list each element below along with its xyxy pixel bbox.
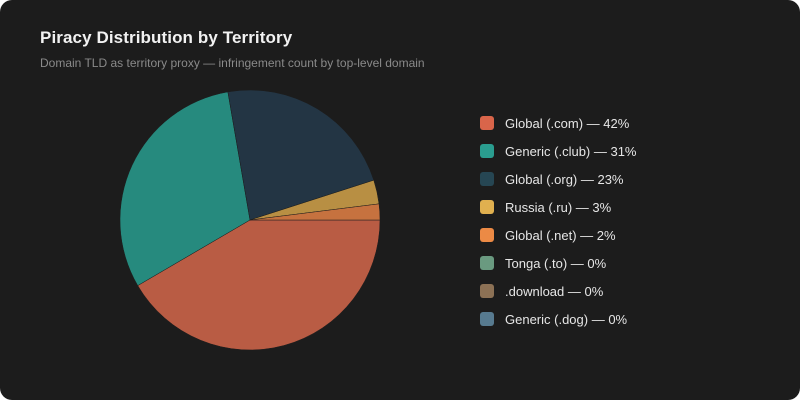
legend-item: Generic (.club) — 31% [480,137,637,165]
chart-title: Piracy Distribution by Territory [40,28,293,47]
legend-label: Global (.com) — 42% [505,115,630,131]
legend-item: Global (.com) — 42% [480,109,637,137]
legend-label: Global (.org) — 23% [505,171,624,187]
legend-item: Global (.net) — 2% [480,221,637,249]
pie-slice-global-org [227,89,375,221]
legend-swatch-icon [480,228,494,242]
legend-label: Generic (.club) — 31% [505,143,637,159]
legend-swatch-icon [480,200,494,214]
legend-swatch-icon [480,172,494,186]
pie-slice-global-com [137,219,381,351]
legend-swatch-icon [480,144,494,158]
pie-slice-global-net [249,203,381,221]
chart-legend: Global (.com) — 42% Generic (.club) — 31%… [480,109,637,333]
legend-label: Russia (.ru) — 3% [505,199,612,215]
legend-label: Tonga (.to) — 0% [505,255,607,271]
legend-label: Global (.net) — 2% [505,227,616,243]
legend-swatch-icon [480,116,494,130]
legend-swatch-icon [480,312,494,326]
pie-slice-generic-club [119,91,251,286]
chart-subtitle: Domain TLD as territory proxy — infringe… [40,56,425,70]
legend-item: Russia (.ru) — 3% [480,193,637,221]
legend-label: .download — 0% [505,283,604,299]
legend-item: Tonga (.to) — 0% [480,249,637,277]
legend-label: Generic (.dog) — 0% [505,311,628,327]
legend-item: .download — 0% [480,277,637,305]
legend-swatch-icon [480,256,494,270]
legend-item: Generic (.dog) — 0% [480,305,637,333]
legend-item: Global (.org) — 23% [480,165,637,193]
legend-swatch-icon [480,284,494,298]
